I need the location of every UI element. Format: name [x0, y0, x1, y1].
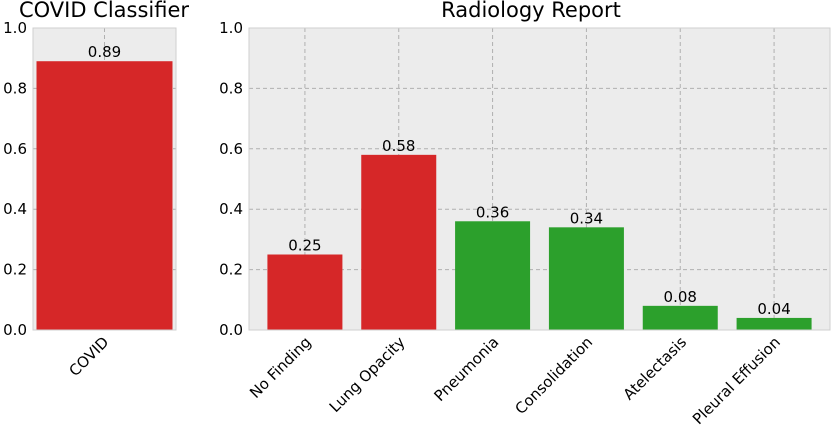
x-axis-ticks: COVID: [65, 333, 112, 380]
y-tick-label: 0.4: [3, 200, 27, 218]
chart-title: COVID Classifier: [19, 0, 189, 22]
x-tick-label: Pneumonia: [431, 333, 503, 405]
chart-title: Radiology Report: [441, 0, 621, 22]
x-tick-label: Consolidation: [511, 333, 596, 418]
bar-value-label: 0.89: [88, 43, 121, 61]
bar-pneumonia: [455, 221, 531, 330]
plot-background: [249, 28, 830, 330]
y-tick-label: 0.6: [3, 140, 27, 158]
y-tick-label: 0.6: [219, 140, 243, 158]
y-axis-ticks: 0.0 0.2 0.4 0.6 0.8 1.0: [219, 19, 243, 339]
y-tick-label: 0.8: [3, 79, 27, 97]
y-tick-label: 0.8: [219, 79, 243, 97]
y-tick-label: 0.0: [219, 321, 243, 339]
covid-classifier-panel: 0.89 0.0 0.2 0.4 0.6 0.8 1.0 COVID COVID Clas…: [3, 0, 189, 380]
bar-consolidation: [548, 227, 624, 330]
x-tick-label: Lung Opacity: [326, 333, 409, 416]
x-tick-label: Pleural Effusion: [689, 333, 784, 428]
bar-no-finding: [267, 254, 343, 330]
bar-value-label: 0.25: [288, 237, 321, 255]
radiology-report-panel: 0.25 0.58 0.36 0.34 0.08 0.04 0.0 0.2 0.4 0.6 0.8…: [219, 0, 831, 428]
bar-value-label: 0.36: [476, 203, 509, 221]
plot-frame: [248, 27, 831, 331]
bars: 0.89: [36, 43, 173, 330]
bar-lung-opacity: [361, 154, 437, 330]
bar-value-label: 0.58: [382, 137, 415, 155]
bars: 0.25 0.58 0.36 0.34 0.08 0.04: [267, 137, 812, 330]
y-tick-label: 1.0: [219, 19, 243, 37]
y-axis-ticks: 0.0 0.2 0.4 0.6 0.8 1.0: [3, 19, 27, 339]
x-axis-ticks: No Finding Lung Opacity Pneumonia Consolida…: [246, 333, 784, 428]
bar-value-label: 0.04: [757, 300, 790, 318]
y-tick-label: 1.0: [3, 19, 27, 37]
y-tick-label: 0.0: [3, 321, 27, 339]
bar-value-label: 0.08: [664, 288, 697, 306]
y-tick-label: 0.4: [219, 200, 243, 218]
x-tick-label: No Finding: [246, 333, 315, 402]
bar-covid: [36, 61, 173, 330]
bar-atelectasis: [642, 305, 718, 330]
x-tick-label: COVID: [65, 333, 112, 380]
y-tick-label: 0.2: [3, 261, 27, 279]
bar-value-label: 0.34: [570, 209, 603, 227]
y-tick-label: 0.2: [219, 261, 243, 279]
bar-pleural-effusion: [736, 317, 812, 330]
plot-frame: [32, 27, 177, 331]
x-tick-label: Atelectasis: [620, 333, 691, 404]
